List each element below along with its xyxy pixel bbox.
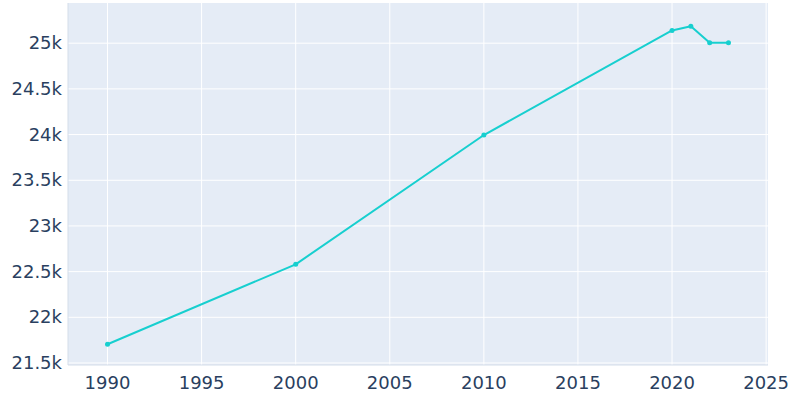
- chart: 1990 1995 2000 2005 2010 2015 2020 2025 21.5k 22k…: [0, 0, 800, 400]
- y-tick-label: 25k: [29, 32, 63, 53]
- x-grid-line: [389, 3, 390, 365]
- y-grid-line: [68, 134, 768, 135]
- plot-area: [68, 3, 768, 365]
- y-tick-label: 24k: [29, 124, 63, 145]
- x-tick-label: 2010: [461, 372, 507, 393]
- point[interactable]: [105, 342, 110, 347]
- x-tick-label: 2015: [555, 372, 601, 393]
- point[interactable]: [688, 24, 693, 29]
- x-tick-label: 2020: [649, 372, 695, 393]
- point[interactable]: [293, 262, 298, 267]
- y-tick-label: 22.5k: [11, 261, 62, 282]
- x-grid-line: [672, 3, 673, 365]
- y-grid-line: [68, 43, 768, 44]
- y-grid-line: [68, 225, 768, 226]
- y-tick-label: 24.5k: [11, 78, 62, 99]
- x-grid-line: [107, 3, 108, 365]
- point[interactable]: [707, 40, 712, 45]
- series: [105, 24, 731, 347]
- y-tick-label: 22k: [29, 306, 63, 327]
- x-tick-label: 2005: [367, 372, 413, 393]
- x-grid-line: [295, 3, 296, 365]
- x-tick-label: 2025: [743, 372, 789, 393]
- x-grid-line: [577, 3, 578, 365]
- y-grid-line: [68, 362, 768, 363]
- y-axis-line: [68, 3, 69, 365]
- point[interactable]: [481, 133, 486, 138]
- x-grid-line: [201, 3, 202, 365]
- point[interactable]: [670, 28, 675, 33]
- y-tick-label: 23.5k: [11, 169, 62, 190]
- y-grid-line: [68, 88, 768, 89]
- x-tick-label: 1995: [179, 372, 225, 393]
- y-tick-label: 21.5k: [11, 352, 62, 373]
- point[interactable]: [726, 40, 731, 45]
- y-tick-label: 23k: [29, 215, 63, 236]
- x-axis-line: [68, 365, 768, 366]
- x-grid-line: [483, 3, 484, 365]
- y-grid-line: [68, 271, 768, 272]
- x-tick-label: 1990: [85, 372, 131, 393]
- line: [108, 26, 729, 344]
- x-tick-label: 2000: [273, 372, 319, 393]
- x-grid-line: [766, 3, 767, 365]
